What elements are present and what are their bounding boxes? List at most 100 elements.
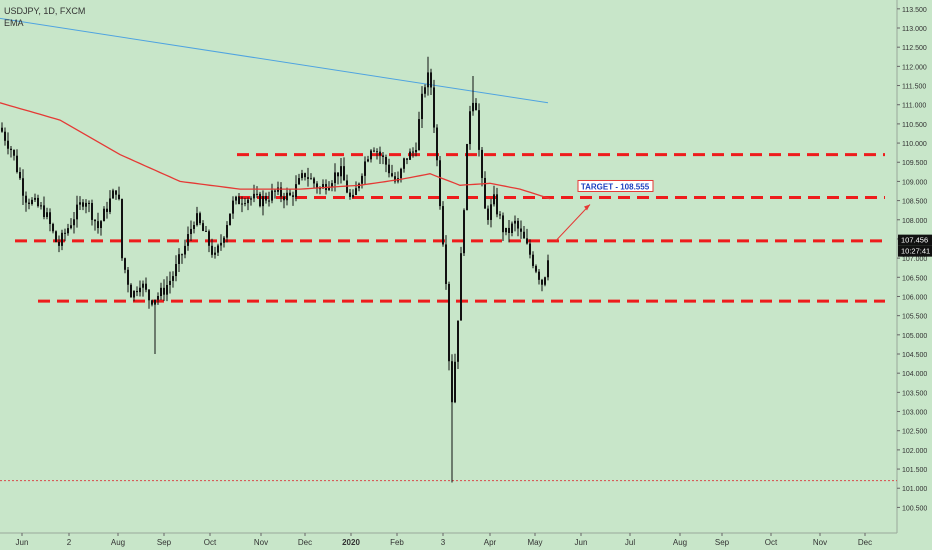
y-tick-label: 112.500 xyxy=(902,45,927,52)
candle-body xyxy=(349,192,351,197)
candle-body xyxy=(163,287,165,295)
candle-body xyxy=(175,264,177,277)
trendline xyxy=(0,17,549,104)
candle-body xyxy=(154,299,156,305)
candle-body xyxy=(283,196,285,201)
candle-body xyxy=(229,213,231,226)
y-tick-label: 102.000 xyxy=(902,448,927,455)
candle-body xyxy=(28,202,30,205)
candle-body xyxy=(157,296,159,300)
candle-body xyxy=(340,166,342,177)
x-tick-label: Aug xyxy=(673,538,687,547)
target-arrow xyxy=(555,204,591,241)
candle-body xyxy=(115,190,117,195)
candle-body xyxy=(514,220,516,224)
candle-body xyxy=(412,151,414,153)
candle-body xyxy=(295,184,297,197)
candle-body xyxy=(460,253,462,321)
candle-body xyxy=(355,188,357,195)
candle-body xyxy=(334,172,336,184)
candle-body xyxy=(493,194,495,205)
candle-body xyxy=(382,155,384,157)
candle-body xyxy=(400,168,402,179)
candle-body xyxy=(217,245,219,253)
candle-body xyxy=(535,265,537,272)
candle-body xyxy=(133,290,135,298)
candle-body xyxy=(73,219,75,226)
y-tick-label: 104.500 xyxy=(902,352,927,359)
candle-body xyxy=(430,72,432,88)
candle-body xyxy=(43,205,45,217)
candle-body xyxy=(424,87,426,94)
candle-body xyxy=(85,202,87,207)
candle-body xyxy=(13,150,15,156)
candle-body xyxy=(523,231,525,239)
candle-body xyxy=(16,155,18,172)
y-tick-label: 112.000 xyxy=(902,64,927,71)
price-tag xyxy=(898,234,932,246)
candle-body xyxy=(160,287,162,297)
candle-body xyxy=(223,237,225,243)
candle-body xyxy=(544,277,546,285)
candle-body xyxy=(127,269,129,285)
candle-body xyxy=(97,221,99,229)
candle-body xyxy=(421,93,423,120)
candle-body xyxy=(406,158,408,160)
candle-body xyxy=(511,223,513,233)
candle-body xyxy=(226,225,228,238)
candle-body xyxy=(169,280,171,285)
x-tick-label: Jun xyxy=(575,538,588,547)
candle-body xyxy=(376,151,378,153)
candle-body xyxy=(151,300,153,305)
candle-body xyxy=(10,148,12,151)
candle-body xyxy=(517,220,519,229)
candle-body xyxy=(451,361,453,403)
y-tick-label: 104.000 xyxy=(902,371,927,378)
candle-body xyxy=(271,190,273,201)
candle-body xyxy=(184,245,186,255)
y-tick-label: 109.500 xyxy=(902,160,927,167)
candle-body xyxy=(172,276,174,281)
candle-body xyxy=(25,195,27,203)
candle-body xyxy=(220,242,222,246)
y-tick-label: 106.500 xyxy=(902,275,927,282)
y-tick-label: 109.000 xyxy=(902,179,927,186)
x-tick-label: Jul xyxy=(625,538,635,547)
y-tick-label: 105.000 xyxy=(902,333,927,340)
target-label: TARGET - 108.555 xyxy=(581,182,650,191)
candle-body xyxy=(58,241,60,246)
candle-body xyxy=(253,193,255,199)
x-tick-label: Nov xyxy=(813,538,827,547)
candle-body xyxy=(448,283,450,362)
x-tick-label: Dec xyxy=(298,538,312,547)
candle-body xyxy=(34,197,36,200)
candle-body xyxy=(466,144,468,211)
x-tick-label: Dec xyxy=(858,538,872,547)
candle-body xyxy=(526,238,528,244)
x-tick-label: Feb xyxy=(390,538,404,547)
candle-body xyxy=(304,173,306,178)
candle-body xyxy=(145,283,147,290)
y-tick-label: 113.000 xyxy=(902,26,927,33)
time-tag xyxy=(898,245,932,257)
candle-body xyxy=(199,213,201,224)
y-tick-label: 107.000 xyxy=(902,256,927,263)
candle-body xyxy=(484,177,486,209)
candle-body xyxy=(310,178,312,180)
candle-body xyxy=(454,361,456,403)
candle-body xyxy=(367,159,369,162)
candle-body xyxy=(241,203,243,205)
candle-body xyxy=(394,176,396,182)
candle-body xyxy=(250,198,252,200)
candle-body xyxy=(76,204,78,220)
candle-body xyxy=(70,225,72,229)
candle-body xyxy=(364,161,366,176)
candle-body xyxy=(427,72,429,88)
candle-body xyxy=(457,320,459,362)
y-tick-label: 108.000 xyxy=(902,218,927,225)
candle-body xyxy=(262,196,264,207)
candle-body xyxy=(373,150,375,152)
candle-body xyxy=(280,187,282,197)
candle-body xyxy=(418,119,420,150)
